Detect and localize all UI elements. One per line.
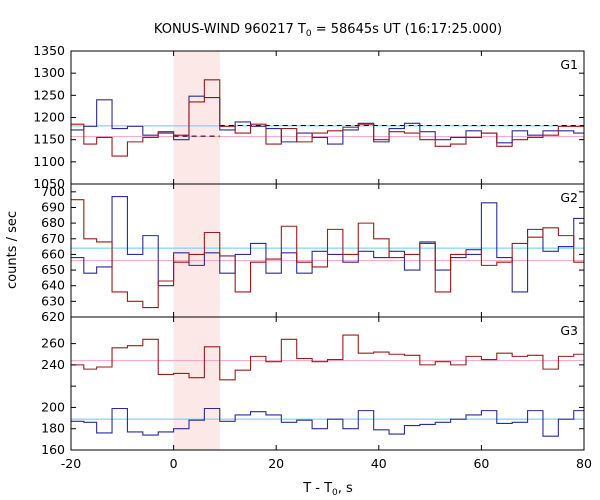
panel-g3-ytick-label: 200	[41, 399, 65, 414]
x-axis-label-main: T - T	[302, 481, 332, 496]
panel-g3-ytick-label: 180	[41, 421, 65, 436]
xtick-label: 40	[371, 456, 387, 471]
panel-g1-ytick-label: 1350	[33, 43, 65, 58]
panel-g2-ytick-label: 680	[41, 215, 65, 230]
panel-g2-ytick-label: 640	[41, 278, 65, 293]
panel-g2-ytick-label: 670	[41, 231, 65, 246]
panel-g1-data	[71, 79, 584, 157]
xtick-label: 60	[473, 456, 489, 471]
panel-g2-data	[71, 195, 584, 309]
panel-g2-ytick-label: 700	[41, 184, 65, 199]
plot-area: 1050110011501200125013001350G16206306406…	[33, 43, 592, 471]
burst-interval-highlight	[173, 51, 220, 450]
panel-g1-ytick-label: 1150	[33, 132, 65, 147]
chart-title-main: KONUS-WIND 960217 T	[154, 22, 306, 37]
panel-g3-label: G3	[560, 323, 578, 338]
panel-g3-ytick-label: 240	[41, 357, 65, 372]
y-axis-label: counts / sec	[5, 211, 20, 289]
xtick-label: -20	[61, 456, 81, 471]
xtick-label: 20	[268, 456, 284, 471]
panel-g1-ytick-label: 1250	[33, 87, 65, 102]
chart-title-rest: = 58645s UT (16:17:25.000)	[312, 22, 502, 37]
panel-g3-series-red-series	[71, 334, 584, 381]
x-axis-label: T - T0, s	[302, 481, 353, 498]
x-axis-label-subscript: 0	[332, 488, 338, 498]
panel-g2-series-red-series	[71, 199, 584, 309]
panel-g1-ytick-label: 1050	[33, 176, 65, 191]
panel-g2-ytick-label: 630	[41, 293, 65, 308]
xtick-label: 0	[170, 456, 178, 471]
panel-g3-ytick-label: 260	[41, 336, 65, 351]
x-axis-label-rest: , s	[338, 481, 353, 496]
panel-g1-ytick-label: 1100	[33, 154, 65, 169]
panel-g1-ytick-label: 1300	[33, 65, 65, 80]
panel-g3-frame	[70, 316, 585, 451]
panel-g3-series-blue-series	[71, 407, 584, 437]
panel-g1-ytick-label: 1200	[33, 110, 65, 125]
chart-title: KONUS-WIND 960217 T0 = 58645s UT (16:17:…	[154, 22, 502, 39]
panel-g3-ytick-label: 160	[41, 442, 65, 457]
panel-g3-data	[71, 334, 584, 437]
panel-g2-ytick-label: 660	[41, 246, 65, 261]
panel-g1-series-red-series	[71, 79, 584, 157]
xtick-label: 80	[576, 456, 592, 471]
panel-g1-frame	[70, 50, 585, 185]
panel-g2-ytick-label: 690	[41, 199, 65, 214]
panel-g2-label: G2	[560, 190, 578, 205]
panel-g1-label: G1	[560, 57, 578, 72]
panel-g2-ytick-label: 650	[41, 262, 65, 277]
chart-title-subscript: 0	[306, 29, 312, 39]
panel-g2-ytick-label: 620	[41, 309, 65, 324]
